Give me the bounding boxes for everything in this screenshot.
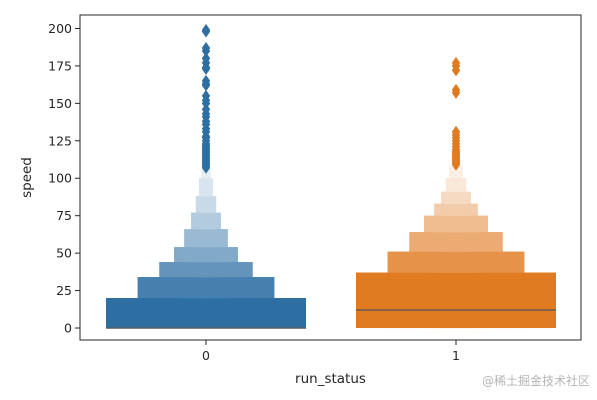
boxen-level bbox=[445, 178, 467, 192]
boxen-series-0 bbox=[106, 23, 306, 329]
y-tick-label: 100 bbox=[48, 171, 72, 186]
plot-layer bbox=[106, 23, 556, 329]
outlier-point bbox=[201, 79, 211, 92]
y-tick-label: 75 bbox=[56, 208, 72, 223]
axis-layer: 0 25 50 75 100 125 150 175 200 0 1 bbox=[48, 21, 460, 363]
boxen-level bbox=[195, 196, 217, 213]
y-axis-label: speed bbox=[19, 157, 35, 198]
y-tick-label: 200 bbox=[48, 21, 72, 36]
outlier-point bbox=[201, 44, 211, 57]
boxen-level bbox=[184, 229, 228, 248]
y-tick-label: 125 bbox=[48, 133, 72, 148]
boxen-level bbox=[199, 178, 213, 197]
boxen-level bbox=[159, 262, 253, 278]
y-tick-label: 0 bbox=[64, 321, 72, 336]
x-axis-label: run_status bbox=[295, 371, 366, 387]
x-tick-label: 1 bbox=[452, 348, 460, 363]
outlier-point bbox=[201, 161, 211, 174]
y-tick-label: 175 bbox=[48, 58, 72, 73]
x-tick-label: 0 bbox=[202, 348, 210, 363]
boxen-level bbox=[106, 298, 306, 329]
boxen-level bbox=[191, 212, 221, 230]
y-tick-label: 25 bbox=[56, 283, 72, 298]
boxen-level bbox=[434, 203, 478, 216]
boxen-level bbox=[424, 215, 488, 233]
outlier-point bbox=[451, 158, 461, 171]
outlier-point bbox=[451, 64, 461, 77]
boxen-level bbox=[356, 272, 556, 329]
boxen-level bbox=[137, 277, 275, 299]
boxen-level bbox=[409, 232, 503, 252]
outlier-point bbox=[451, 86, 461, 99]
y-tick-label: 50 bbox=[56, 246, 72, 261]
outlier-point bbox=[201, 62, 211, 75]
watermark-text: @稀土掘金技术社区 bbox=[482, 373, 590, 388]
boxen-level bbox=[387, 251, 525, 273]
boxen-level bbox=[174, 247, 238, 263]
y-tick-label: 150 bbox=[48, 96, 72, 111]
boxen-series-1 bbox=[356, 56, 556, 329]
boxen-level bbox=[449, 166, 463, 179]
plot-frame bbox=[79, 14, 582, 341]
boxen-level bbox=[441, 191, 471, 204]
outlier-point bbox=[201, 25, 211, 38]
